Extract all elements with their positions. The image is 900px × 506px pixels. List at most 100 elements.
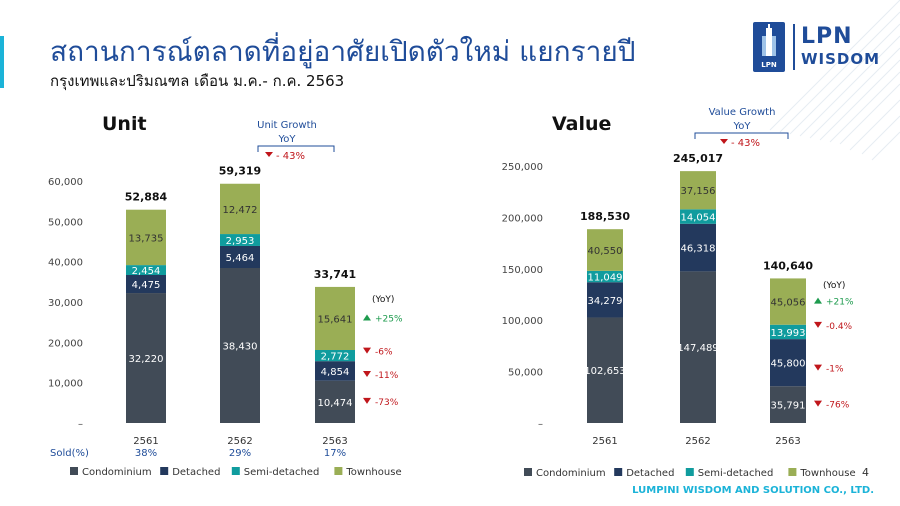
sold-percent-value: 38%: [135, 448, 157, 459]
bar-segment-condominium: [587, 317, 623, 423]
y-tick-label: 40,000: [48, 258, 83, 269]
yoy-column-label: (YoY): [372, 295, 394, 305]
page-subtitle: กรุงเทพและปริมณฑล เดือน ม.ค.- ก.ค. 2563: [50, 72, 345, 90]
legend-label-semi-detached: Semi-detached: [698, 468, 774, 479]
segment-value-label: 45,800: [771, 359, 806, 370]
yoy-value-label: -0.4%: [826, 322, 853, 332]
bar-segment-townhouse: [315, 286, 355, 350]
bar-total-label: 245,017: [673, 152, 723, 165]
bar-total-label: 59,319: [219, 165, 261, 178]
y-tick-label: 30,000: [48, 298, 83, 309]
segment-value-label: 32,220: [129, 354, 164, 365]
segment-value-label: 4,854: [321, 367, 350, 378]
growth-header: Unit Growth: [257, 120, 317, 131]
growth-header: Value Growth: [709, 107, 776, 118]
bar-segment-semi-detached: [220, 234, 260, 246]
segment-value-label: 102,653: [584, 366, 625, 377]
bar-segment-semi-detached: [126, 265, 166, 275]
x-category-label: 2561: [592, 436, 617, 447]
building-icon: LPN: [761, 24, 777, 69]
legend-swatch-semi-detached: [231, 467, 240, 475]
value-chart: Value – 50,000 100,000 150,000 200,000 250,000…: [502, 107, 856, 479]
bar-segment-townhouse: [680, 171, 716, 210]
sold-percent-label: Sold(%): [50, 448, 89, 459]
bar-segment-townhouse: [220, 183, 260, 235]
x-category-label: 2563: [775, 436, 800, 447]
segment-value-label: 34,279: [588, 296, 623, 307]
bar-segment-detached: [126, 274, 166, 294]
yoy-value-label: +21%: [826, 298, 854, 308]
legend-label-condominium: Condominium: [82, 467, 152, 478]
bar-segment-condominium: [680, 271, 716, 423]
segment-value-label: 38,430: [223, 341, 258, 352]
bar-segment-semi-detached: [770, 324, 806, 340]
lpn-logo-mark: LPN: [753, 22, 785, 72]
bar-segment-detached: [680, 223, 716, 272]
page-number: 4: [862, 466, 869, 479]
segment-value-label: 2,454: [132, 266, 161, 277]
yoy-value-label: -6%: [375, 348, 393, 358]
y-tick-label: 250,000: [502, 162, 543, 173]
down-arrow-icon: [814, 400, 822, 407]
sold-percent-value: 29%: [229, 448, 251, 459]
y-tick-label: –: [78, 419, 83, 430]
segment-value-label: 40,550: [588, 246, 623, 257]
growth-bracket: [694, 132, 789, 139]
bar-segment-detached: [587, 282, 623, 318]
up-arrow-icon: [363, 314, 371, 321]
segment-value-label: 37,156: [681, 186, 716, 197]
segment-value-label: 35,791: [771, 401, 806, 412]
y-tick-label: 10,000: [48, 379, 83, 390]
down-arrow-icon: [814, 321, 822, 328]
y-tick-label: 20,000: [48, 338, 83, 349]
x-category-label: 2562: [685, 436, 710, 447]
y-tick-label: 50,000: [48, 217, 83, 228]
segment-value-label: 11,049: [588, 273, 623, 284]
segment-value-label: 13,993: [771, 328, 806, 339]
legend-swatch-semi-detached: [685, 468, 694, 476]
segment-value-label: 5,464: [226, 253, 255, 264]
legend-label-townhouse: Townhouse: [345, 467, 401, 478]
legend-label-detached: Detached: [172, 467, 220, 478]
legend-swatch-detached: [160, 467, 169, 475]
bar-segment-detached: [770, 339, 806, 387]
legend-label-condominium: Condominium: [536, 468, 606, 479]
x-category-label: 2561: [133, 436, 158, 447]
legend-swatch-townhouse: [334, 467, 343, 475]
yoy-value-label: +25%: [375, 314, 403, 324]
bar-total-label: 33,741: [314, 268, 356, 281]
up-arrow-icon: [814, 297, 822, 304]
bar-total-label: 188,530: [580, 210, 630, 223]
logo-main-text: LPN: [801, 24, 853, 49]
growth-yoy-label: YoY: [732, 121, 751, 132]
segment-value-label: 147,489: [677, 343, 718, 354]
bar-segment-detached: [315, 361, 355, 381]
growth-yoy-label: YoY: [277, 134, 296, 145]
bar-segment-detached: [220, 245, 260, 268]
x-category-label: 2562: [227, 436, 252, 447]
segment-value-label: 4,475: [132, 280, 161, 291]
yoy-value-label: -73%: [375, 398, 399, 408]
y-tick-label: 50,000: [508, 368, 543, 379]
legend-label-detached: Detached: [626, 468, 674, 479]
logo-sub-text: WISDOM: [801, 50, 881, 68]
bar-segment-condominium: [220, 267, 260, 423]
bar-total-label: 52,884: [125, 191, 168, 204]
yoy-value-label: -1%: [826, 365, 844, 375]
legend-swatch-condominium: [524, 468, 532, 476]
bar-segment-townhouse: [770, 278, 806, 325]
yoy-value-label: -76%: [826, 401, 850, 411]
bar-segment-semi-detached: [680, 209, 716, 224]
segment-value-label: 2,953: [226, 236, 255, 247]
logo-divider: [793, 24, 795, 70]
bar-segment-condominium: [315, 380, 355, 423]
y-tick-label: 150,000: [502, 265, 543, 276]
growth-bracket: [257, 145, 335, 152]
page-title: สถานการณ์ตลาดที่อยู่อาศัยเปิดตัวใหม่ แยก…: [50, 35, 636, 68]
segment-value-label: 13,735: [129, 233, 164, 244]
bar-segment-townhouse: [126, 209, 166, 266]
legend-swatch-townhouse: [788, 468, 797, 476]
down-arrow-icon: [265, 152, 273, 157]
corner-decoration: [769, 0, 900, 161]
bar-segment-condominium: [126, 293, 166, 423]
